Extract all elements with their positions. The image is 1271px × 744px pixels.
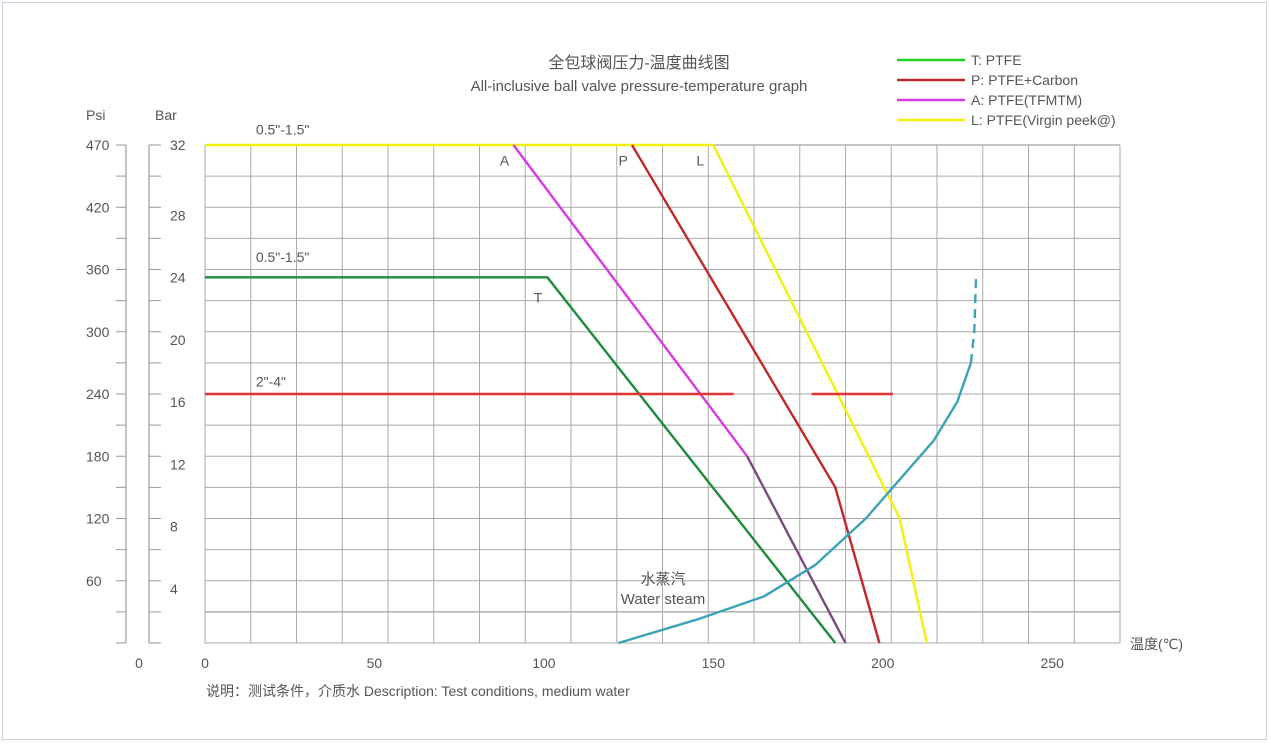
psi-tick-label: 180 xyxy=(86,448,110,464)
footnote: 说明：测试条件，介质水 Description: Test conditions… xyxy=(206,683,630,699)
psi-tick-label: 120 xyxy=(86,511,110,527)
series-group xyxy=(205,143,978,645)
psi-tick-label: 360 xyxy=(86,262,110,278)
bar-tick-label: 16 xyxy=(170,394,186,410)
x-tick-label: 150 xyxy=(702,655,726,671)
steam-label-cn: 水蒸汽 xyxy=(640,571,685,588)
series-line-a-tail xyxy=(746,455,847,644)
series-line-steam xyxy=(618,362,973,645)
bar-tick-label: 12 xyxy=(170,456,186,472)
bar-tick-label: 32 xyxy=(170,137,186,153)
steam-label-en: Water steam xyxy=(621,591,705,608)
axes: 470 420 360 300 240 180 120 60 4 8 12 16 20 24 28 32 0 0 5… xyxy=(86,137,1064,671)
bar-tick-label: 8 xyxy=(170,519,178,535)
bar-tick-label: 24 xyxy=(170,270,186,286)
series-label: A xyxy=(500,153,510,169)
size-annotation: 2"-4" xyxy=(256,374,286,390)
series-label: P xyxy=(618,153,627,169)
bar-tick-label: 4 xyxy=(170,581,178,597)
x-tick-label: 200 xyxy=(871,655,895,671)
psi-tick-label: 240 xyxy=(86,386,110,402)
legend-entry: A: PTFE(TFMTM) xyxy=(971,92,1082,108)
bar-tick-label: 28 xyxy=(170,207,186,223)
labels-group: A P L T 0.5"-1.5" 0.5"-1.5" 2"-4" xyxy=(256,121,705,389)
legend-entry: T: PTFE xyxy=(971,52,1022,68)
series-line-steam-dashed xyxy=(969,277,978,364)
psi-tick-label: 300 xyxy=(86,324,110,340)
series-line-l xyxy=(205,143,928,644)
chart-subtitle: All-inclusive ball valve pressure-temper… xyxy=(471,78,808,95)
x-tick-label: 250 xyxy=(1041,655,1065,671)
x-tick-label: 50 xyxy=(367,655,383,671)
size-annotation: 0.5"-1.5" xyxy=(256,249,310,265)
size-annotation: 0.5"-1.5" xyxy=(256,121,310,137)
bar-axis-label: Bar xyxy=(155,107,177,123)
series-line-p xyxy=(630,144,881,644)
chart-title: 全包球阀压力-温度曲线图 xyxy=(548,54,729,72)
series-label: T xyxy=(534,290,543,306)
legend-entry: P: PTFE+Carbon xyxy=(971,72,1078,88)
series-label: L xyxy=(696,153,704,169)
series-line-a xyxy=(512,144,749,458)
psi-tick-label: 60 xyxy=(86,573,102,589)
psi-tick-label: 470 xyxy=(86,137,110,153)
legend: T: PTFE P: PTFE+Carbon A: PTFE(TFMTM) L: PT… xyxy=(897,52,1116,128)
psi-axis-label: Psi xyxy=(86,107,105,123)
psi-zero-label: 0 xyxy=(135,655,143,671)
x-axis-label: 温度(℃) xyxy=(1130,636,1183,652)
psi-tick-label: 420 xyxy=(86,199,110,215)
x-tick-label: 100 xyxy=(532,655,556,671)
x-tick-label: 0 xyxy=(201,655,209,671)
series-line-t xyxy=(205,276,837,644)
legend-entry: L: PTFE(Virgin peek@) xyxy=(971,112,1116,128)
bar-tick-label: 20 xyxy=(170,332,186,348)
